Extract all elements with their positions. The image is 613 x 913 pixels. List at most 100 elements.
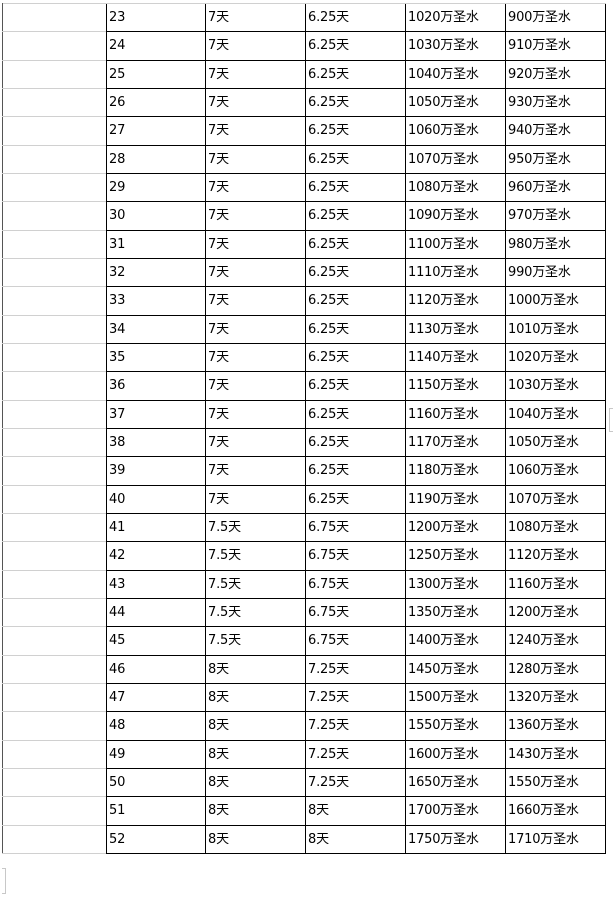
time-cell[interactable]: 7.5天 [206,599,306,628]
time-cell[interactable]: 7天 [206,315,306,344]
cost-cell[interactable]: 1350万圣水 [406,599,506,628]
discount-cost-cell[interactable]: 980万圣水 [506,230,606,259]
level-cell[interactable]: 39 [106,457,206,486]
discount-time-cell[interactable]: 6.25天 [306,400,406,429]
discount-time-cell[interactable]: 6.25天 [306,485,406,514]
level-cell[interactable]: 45 [106,627,206,656]
cost-cell[interactable]: 1400万圣水 [406,627,506,656]
empty-cell[interactable] [2,627,106,656]
discount-time-cell[interactable]: 6.25天 [306,429,406,458]
discount-cost-cell[interactable]: 960万圣水 [506,174,606,203]
time-cell[interactable]: 8天 [206,825,306,854]
level-cell[interactable]: 44 [106,599,206,628]
level-cell[interactable]: 28 [106,145,206,174]
empty-cell[interactable] [2,316,106,344]
discount-cost-cell[interactable]: 1710万圣水 [506,825,606,854]
discount-time-cell[interactable]: 7.25天 [306,684,406,713]
discount-cost-cell[interactable]: 1280万圣水 [506,655,606,684]
level-cell[interactable]: 29 [106,174,206,203]
cost-cell[interactable]: 1650万圣水 [406,769,506,798]
time-cell[interactable]: 7天 [206,145,306,174]
empty-cell[interactable] [2,146,106,174]
level-cell[interactable]: 40 [106,485,206,514]
cost-cell[interactable]: 1080万圣水 [406,174,506,203]
time-cell[interactable]: 7天 [206,230,306,259]
discount-cost-cell[interactable]: 970万圣水 [506,202,606,231]
empty-cell[interactable] [2,571,106,599]
cost-cell[interactable]: 1600万圣水 [406,740,506,769]
discount-cost-cell[interactable]: 910万圣水 [506,32,606,61]
discount-time-cell[interactable]: 7.25天 [306,712,406,741]
cost-cell[interactable]: 1500万圣水 [406,684,506,713]
level-cell[interactable]: 42 [106,542,206,571]
time-cell[interactable]: 7天 [206,344,306,373]
cost-cell[interactable]: 1150万圣水 [406,372,506,401]
selection-handle[interactable] [609,408,613,432]
level-cell[interactable]: 33 [106,287,206,316]
level-cell[interactable]: 51 [106,797,206,826]
discount-cost-cell[interactable]: 1080万圣水 [506,514,606,543]
level-cell[interactable]: 41 [106,514,206,543]
level-cell[interactable]: 35 [106,344,206,373]
discount-cost-cell[interactable]: 1040万圣水 [506,400,606,429]
discount-time-cell[interactable]: 6.25天 [306,259,406,288]
time-cell[interactable]: 7天 [206,89,306,118]
discount-cost-cell[interactable]: 930万圣水 [506,89,606,118]
cost-cell[interactable]: 1100万圣水 [406,230,506,259]
time-cell[interactable]: 8天 [206,655,306,684]
discount-time-cell[interactable]: 6.25天 [306,457,406,486]
discount-cost-cell[interactable]: 920万圣水 [506,60,606,89]
level-cell[interactable]: 23 [106,4,206,33]
empty-cell[interactable] [2,344,106,373]
discount-cost-cell[interactable]: 1660万圣水 [506,797,606,826]
cost-cell[interactable]: 1070万圣水 [406,145,506,174]
time-cell[interactable]: 7.5天 [206,627,306,656]
empty-cell[interactable] [2,401,106,429]
cost-cell[interactable]: 1140万圣水 [406,344,506,373]
time-cell[interactable]: 7天 [206,60,306,89]
time-cell[interactable]: 7天 [206,202,306,231]
discount-time-cell[interactable]: 6.75天 [306,542,406,571]
cost-cell[interactable]: 1190万圣水 [406,485,506,514]
discount-cost-cell[interactable]: 900万圣水 [506,4,606,33]
cost-cell[interactable]: 1020万圣水 [406,4,506,33]
level-cell[interactable]: 37 [106,400,206,429]
cost-cell[interactable]: 1700万圣水 [406,797,506,826]
level-cell[interactable]: 49 [106,740,206,769]
discount-cost-cell[interactable]: 1050万圣水 [506,429,606,458]
level-cell[interactable]: 27 [106,117,206,146]
empty-cell[interactable] [2,457,106,486]
empty-cell[interactable] [2,174,106,203]
level-cell[interactable]: 43 [106,570,206,599]
cost-cell[interactable]: 1030万圣水 [406,32,506,61]
cost-cell[interactable]: 1170万圣水 [406,429,506,458]
discount-cost-cell[interactable]: 950万圣水 [506,145,606,174]
discount-cost-cell[interactable]: 1000万圣水 [506,287,606,316]
cost-cell[interactable]: 1550万圣水 [406,712,506,741]
empty-cell[interactable] [2,712,106,741]
discount-time-cell[interactable]: 6.25天 [306,315,406,344]
empty-cell[interactable] [2,4,106,33]
time-cell[interactable]: 7天 [206,287,306,316]
time-cell[interactable]: 7.5天 [206,514,306,543]
time-cell[interactable]: 7天 [206,485,306,514]
discount-time-cell[interactable]: 6.25天 [306,287,406,316]
cost-cell[interactable]: 1060万圣水 [406,117,506,146]
discount-time-cell[interactable]: 6.25天 [306,32,406,61]
discount-time-cell[interactable]: 6.75天 [306,514,406,543]
discount-cost-cell[interactable]: 1430万圣水 [506,740,606,769]
discount-cost-cell[interactable]: 1200万圣水 [506,599,606,628]
empty-cell[interactable] [2,61,106,89]
cost-cell[interactable]: 1130万圣水 [406,315,506,344]
empty-cell[interactable] [2,372,106,401]
empty-cell[interactable] [2,684,106,713]
discount-cost-cell[interactable]: 1120万圣水 [506,542,606,571]
empty-cell[interactable] [2,89,106,118]
discount-cost-cell[interactable]: 1240万圣水 [506,627,606,656]
selection-handle[interactable] [2,868,6,894]
empty-cell[interactable] [2,542,106,571]
time-cell[interactable]: 7.5天 [206,570,306,599]
level-cell[interactable]: 36 [106,372,206,401]
level-cell[interactable]: 47 [106,684,206,713]
empty-cell[interactable] [2,231,106,259]
